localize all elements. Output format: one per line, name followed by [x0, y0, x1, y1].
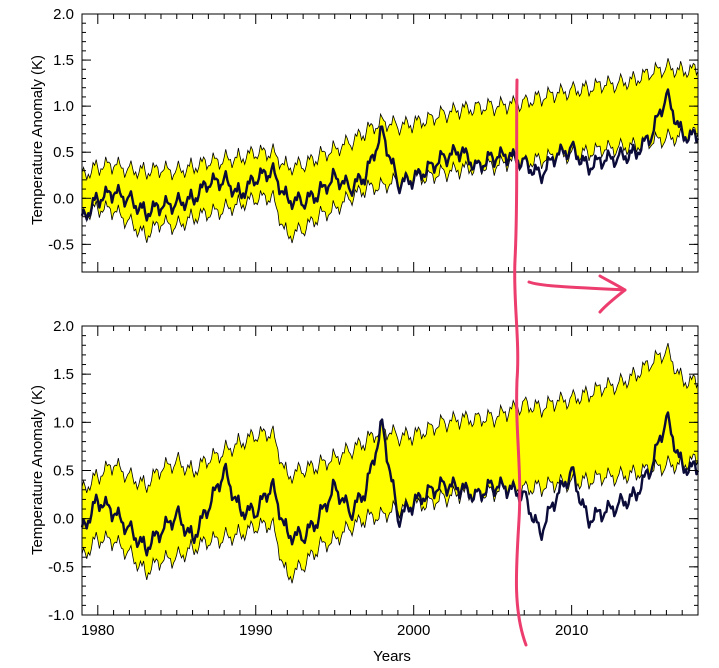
- x-tick-label: 2010: [555, 622, 588, 639]
- y-tick-label: -1.0: [48, 607, 74, 624]
- y-tick-label: 1.5: [53, 366, 74, 383]
- y-tick-label: 0.0: [53, 511, 74, 528]
- y-tick-label: 2.0: [53, 318, 74, 335]
- x-tick-label: 2000: [397, 622, 430, 639]
- y-tick-label: 0.5: [53, 463, 74, 480]
- y-tick-label: 2.0: [53, 6, 74, 23]
- x-axis-title: Years: [373, 648, 411, 665]
- observed-temperature-line: [80, 88, 700, 222]
- bottom-panel: 2.0 1.5 1.0 0.5 0.0 -0.5 -1.0 1980 1990 2000 2010: [48, 318, 700, 639]
- y-axis-title-bottom: Temperature Anomaly (K): [29, 385, 46, 555]
- top-panel: 2.0 1.5 1.0 0.5 0.0 -0.5: [48, 6, 700, 273]
- y-tick-label: 1.0: [53, 98, 74, 115]
- y-tick-label: -0.5: [48, 559, 74, 576]
- y-tick-label: -0.5: [48, 236, 74, 253]
- x-tick-label: 1990: [239, 622, 272, 639]
- observed-temperature-line: [80, 411, 700, 557]
- y-tick-label: 1.0: [53, 414, 74, 431]
- x-tick-label: 1980: [81, 622, 114, 639]
- model-range-band: [81, 58, 699, 244]
- y-tick-label: 1.5: [53, 52, 74, 69]
- y-tick-label: 0.0: [53, 190, 74, 207]
- model-range-band: [81, 343, 699, 584]
- annotation-vertical-marker: [513, 78, 528, 647]
- y-tick-label: 0.5: [53, 144, 74, 161]
- y-axis-title-top: Temperature Anomaly (K): [29, 55, 46, 225]
- annotation-arrow: [527, 274, 627, 314]
